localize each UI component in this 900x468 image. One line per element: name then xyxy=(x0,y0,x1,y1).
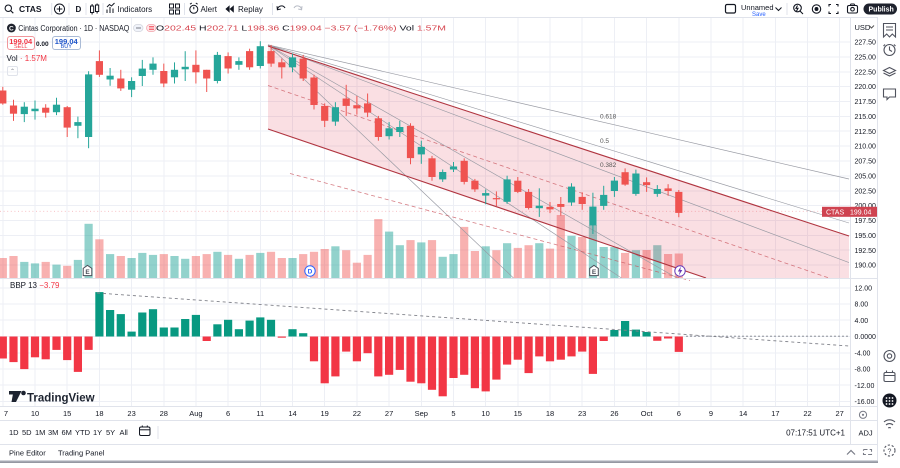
svg-text:E: E xyxy=(85,269,90,276)
svg-text:Replay: Replay xyxy=(238,5,263,14)
svg-text:195.00: 195.00 xyxy=(855,233,877,240)
svg-text:7: 7 xyxy=(4,409,8,418)
svg-text:222.50: 222.50 xyxy=(855,69,877,76)
svg-text:15: 15 xyxy=(63,409,71,418)
svg-text:8.00: 8.00 xyxy=(855,302,869,309)
svg-text:Oct: Oct xyxy=(641,409,654,418)
svg-text:Cintas Corporation · 1D · NASD: Cintas Corporation · 1D · NASDAQ xyxy=(18,24,129,33)
svg-text:6M: 6M xyxy=(62,428,72,437)
svg-text:14: 14 xyxy=(288,409,296,418)
svg-text:Pine Editor: Pine Editor xyxy=(9,449,46,458)
svg-text:All: All xyxy=(120,428,129,437)
svg-text:22: 22 xyxy=(353,409,361,418)
svg-text:YTD: YTD xyxy=(75,428,91,437)
svg-text:210.00: 210.00 xyxy=(855,144,877,151)
svg-text:12.00: 12.00 xyxy=(855,285,873,292)
svg-text:E: E xyxy=(592,269,597,276)
svg-text:Aug: Aug xyxy=(189,409,202,418)
svg-text:Save: Save xyxy=(752,12,766,17)
svg-text:1D: 1D xyxy=(9,428,19,437)
svg-text:ADJ: ADJ xyxy=(859,429,873,438)
svg-text:5: 5 xyxy=(451,409,455,418)
svg-text:10: 10 xyxy=(481,409,489,418)
svg-text:-16.00: -16.00 xyxy=(855,399,875,406)
svg-text:28: 28 xyxy=(160,409,168,418)
svg-text:23: 23 xyxy=(578,409,586,418)
svg-text:197.50: 197.50 xyxy=(855,218,877,225)
svg-text:0.382: 0.382 xyxy=(600,162,617,169)
svg-text:Sep: Sep xyxy=(415,409,428,418)
svg-text:1M: 1M xyxy=(35,428,45,437)
svg-text:07:17:51 UTC+1: 07:17:51 UTC+1 xyxy=(786,429,845,438)
svg-text:192.50: 192.50 xyxy=(855,248,877,255)
svg-text:6: 6 xyxy=(226,409,230,418)
svg-text:0.0000: 0.0000 xyxy=(855,334,877,341)
svg-text:26: 26 xyxy=(610,409,618,418)
svg-text:202.50: 202.50 xyxy=(855,188,877,195)
svg-text:Publish: Publish xyxy=(869,7,894,14)
svg-text:205.00: 205.00 xyxy=(855,174,877,181)
svg-text:217.50: 217.50 xyxy=(855,99,877,106)
svg-text:5Y: 5Y xyxy=(106,428,115,437)
svg-text:11: 11 xyxy=(256,409,264,418)
svg-text:207.50: 207.50 xyxy=(855,159,877,166)
svg-text:USD: USD xyxy=(855,23,871,32)
svg-text:27: 27 xyxy=(385,409,393,418)
svg-text:Unnamed: Unnamed xyxy=(741,3,774,12)
svg-text:22: 22 xyxy=(803,409,811,418)
svg-text:CTAS: CTAS xyxy=(19,4,42,14)
svg-text:215.00: 215.00 xyxy=(855,114,877,121)
svg-text:-8.00: -8.00 xyxy=(855,367,871,374)
svg-text:225.00: 225.00 xyxy=(855,55,877,62)
svg-text:212.50: 212.50 xyxy=(855,129,877,136)
svg-text:3M: 3M xyxy=(48,428,58,437)
svg-text:1Y: 1Y xyxy=(93,428,102,437)
svg-text:4.00: 4.00 xyxy=(855,318,869,325)
svg-text:-4.00: -4.00 xyxy=(855,350,871,357)
svg-text:CTAS: CTAS xyxy=(826,209,844,216)
svg-text:0.618: 0.618 xyxy=(600,114,617,121)
svg-text:D: D xyxy=(308,268,313,275)
svg-text:23: 23 xyxy=(127,409,135,418)
svg-text:-12.00: -12.00 xyxy=(855,383,875,390)
svg-text:?: ? xyxy=(888,449,892,456)
svg-text:10: 10 xyxy=(31,409,39,418)
svg-text:0.5: 0.5 xyxy=(600,138,609,145)
svg-text:15: 15 xyxy=(514,409,522,418)
svg-text:5D: 5D xyxy=(22,428,32,437)
svg-text:TradingView: TradingView xyxy=(27,393,95,405)
svg-text:6: 6 xyxy=(677,409,681,418)
svg-text:18: 18 xyxy=(95,409,103,418)
svg-text:Alert: Alert xyxy=(201,5,218,14)
svg-text:Trading Panel: Trading Panel xyxy=(58,449,105,458)
svg-text:18: 18 xyxy=(546,409,554,418)
svg-text:27: 27 xyxy=(836,409,844,418)
svg-text:C: C xyxy=(9,26,14,33)
svg-text:227.50: 227.50 xyxy=(855,40,877,47)
svg-text:200.00: 200.00 xyxy=(855,203,877,210)
svg-text:9: 9 xyxy=(709,409,713,418)
svg-text:D: D xyxy=(76,5,82,14)
svg-text:220.00: 220.00 xyxy=(855,84,877,91)
svg-text:Indicators: Indicators xyxy=(118,5,153,14)
svg-text:190.00: 190.00 xyxy=(855,263,877,270)
svg-text:14: 14 xyxy=(739,409,747,418)
svg-text:19: 19 xyxy=(321,409,329,418)
svg-text:199.04: 199.04 xyxy=(850,209,872,216)
svg-text:17: 17 xyxy=(771,409,779,418)
